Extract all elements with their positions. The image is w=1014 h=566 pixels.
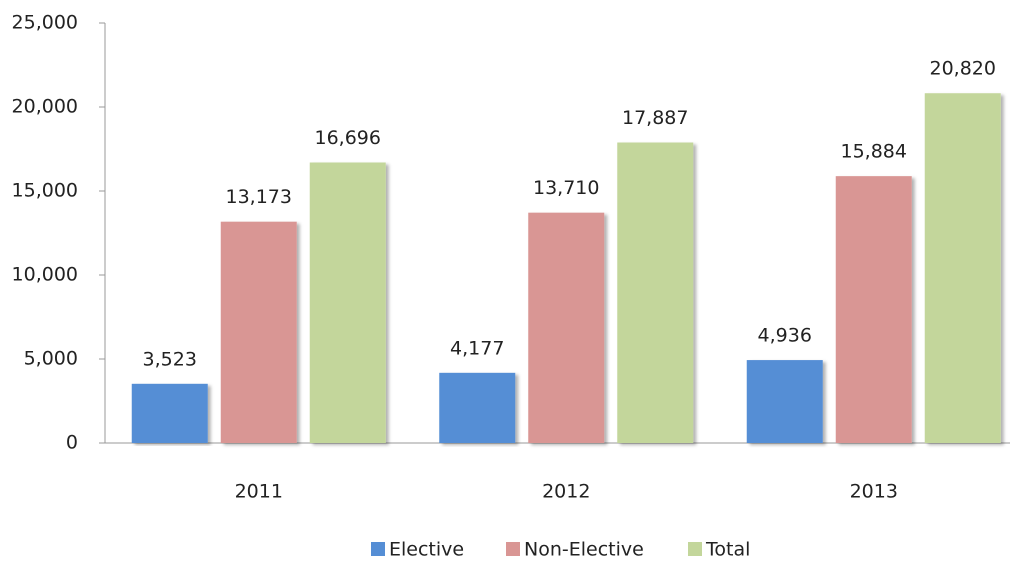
- legend-label: Non-Elective: [524, 539, 644, 561]
- bar: [924, 93, 1001, 443]
- y-tick-label: 0: [66, 432, 78, 454]
- x-tick-label: 2012: [542, 481, 590, 503]
- bar: [220, 221, 297, 443]
- y-tick-label: 25,000: [12, 12, 78, 34]
- y-tick-label: 15,000: [12, 180, 78, 202]
- bar: [131, 383, 208, 443]
- bar: [746, 360, 823, 443]
- legend-swatch: [506, 542, 520, 556]
- bar: [528, 212, 605, 443]
- data-label: 16,696: [315, 127, 381, 149]
- data-label: 4,177: [450, 337, 504, 359]
- data-label: 13,173: [226, 186, 292, 208]
- data-label: 3,523: [143, 348, 197, 370]
- data-label: 13,710: [533, 177, 599, 199]
- bar: [835, 176, 912, 443]
- bar: [309, 162, 386, 443]
- y-tick-label: 20,000: [12, 96, 78, 118]
- bar: [617, 142, 694, 443]
- y-tick-label: 10,000: [12, 264, 78, 286]
- data-label: 4,936: [758, 325, 812, 347]
- data-label: 17,887: [622, 107, 688, 129]
- bar: [439, 372, 516, 443]
- x-tick-label: 2011: [235, 481, 283, 503]
- legend-swatch: [371, 542, 385, 556]
- legend-swatch: [688, 542, 702, 556]
- legend-label: Total: [705, 539, 750, 561]
- data-label: 20,820: [930, 58, 996, 80]
- data-label: 15,884: [841, 141, 907, 163]
- legend-label: Elective: [389, 539, 464, 561]
- x-tick-label: 2013: [850, 481, 898, 503]
- y-tick-label: 5,000: [24, 348, 78, 370]
